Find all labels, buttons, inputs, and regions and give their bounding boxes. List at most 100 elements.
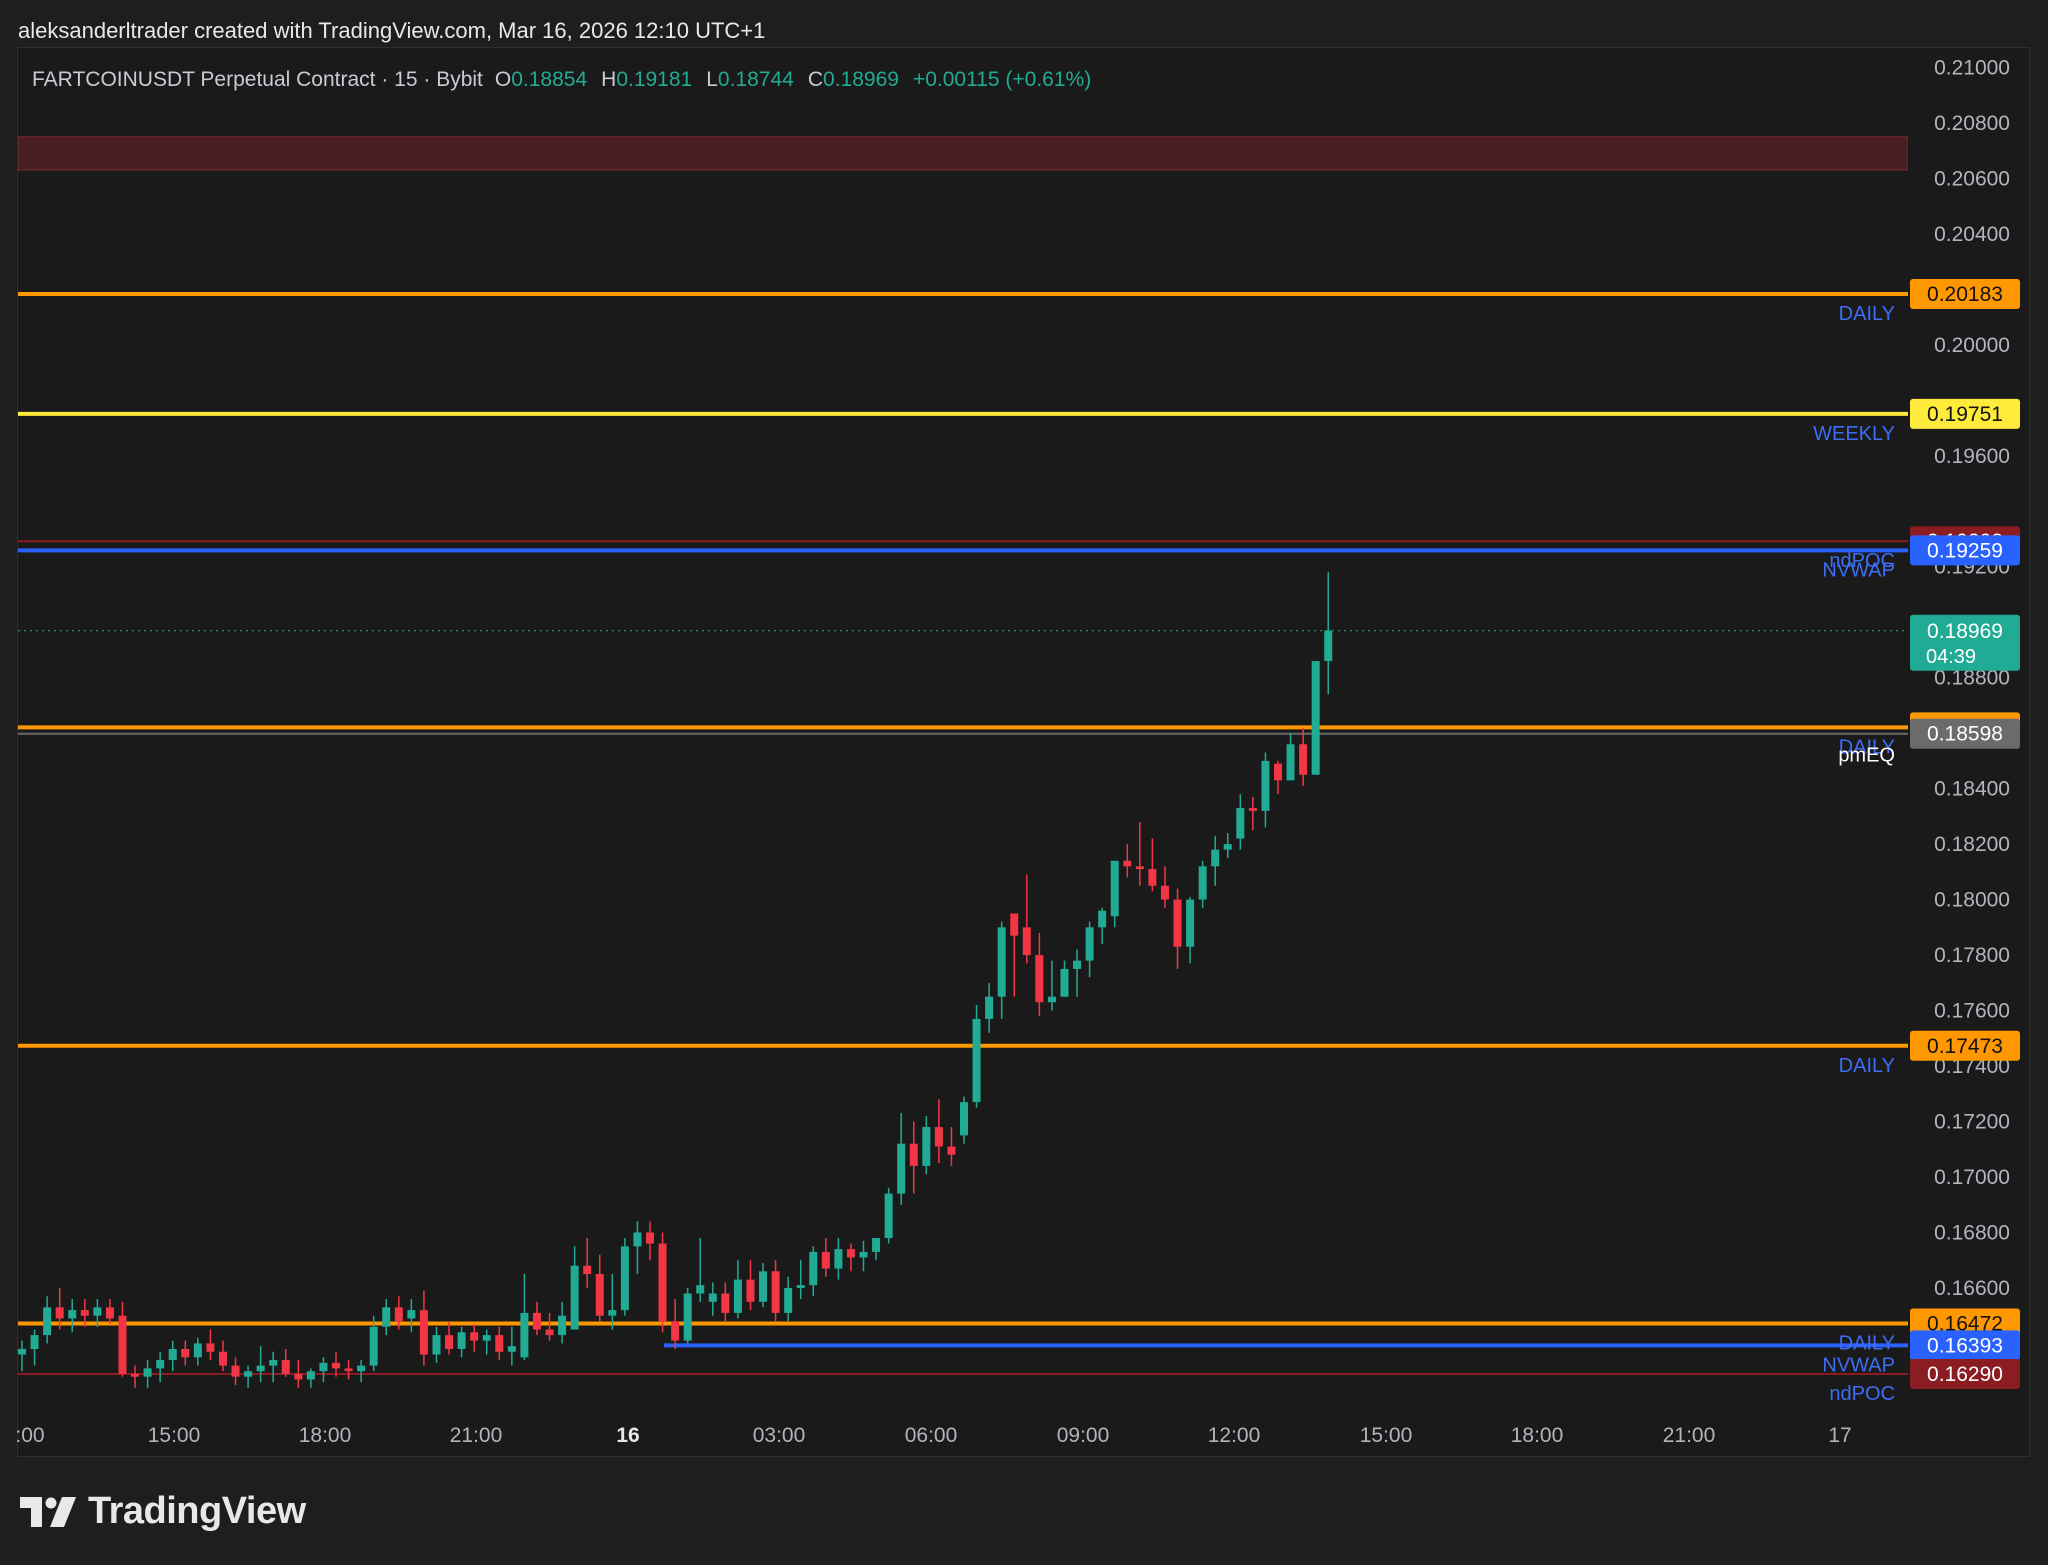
x-axis-tick: 18:00 [299, 1424, 352, 1447]
candle-body [1110, 860, 1119, 917]
candle-body [419, 1310, 428, 1355]
candle-body [884, 1193, 893, 1239]
candle-body [532, 1312, 541, 1330]
x-axis-tick: 06:00 [905, 1424, 958, 1447]
x-axis-tick: 16 [616, 1424, 639, 1447]
candle-body [1211, 849, 1220, 867]
y-axis-tick: 0.18800 [1934, 667, 2010, 690]
price-badge-bg [1910, 1030, 2020, 1061]
candle-body [809, 1251, 818, 1286]
candle-body [1060, 968, 1069, 997]
candle-body [658, 1243, 667, 1322]
candle-body [105, 1307, 114, 1319]
candle-body [332, 1362, 340, 1369]
tradingview-brand[interactable]: TradingView [20, 1490, 306, 1533]
candle-body [357, 1365, 366, 1372]
price-badge: 0.18598 [1927, 723, 2003, 746]
y-axis-tick: 0.20400 [1934, 223, 2010, 246]
candle-body [570, 1265, 579, 1330]
candle-body [344, 1368, 353, 1372]
x-axis-tick: :00 [15, 1424, 44, 1447]
price-badge: 0.16393 [1927, 1334, 2003, 1357]
candle-body [118, 1315, 127, 1374]
candle-body [696, 1285, 705, 1294]
candle-body [922, 1127, 931, 1166]
candle-body [1286, 744, 1295, 781]
price-badge: 0.19751 [1927, 403, 2003, 426]
candle-body [168, 1348, 177, 1361]
candle-body [369, 1326, 378, 1366]
candle-body [482, 1335, 491, 1341]
candle-body [432, 1335, 441, 1355]
candle-body [80, 1310, 89, 1316]
price-badge-bg [1910, 279, 2020, 310]
price-badge: 0.20183 [1927, 283, 2003, 306]
candle-body [1010, 913, 1019, 936]
candle-body [269, 1360, 278, 1366]
candle-body [859, 1251, 868, 1258]
candle-body [1085, 927, 1094, 961]
candle-body [545, 1329, 554, 1336]
candle-body [43, 1307, 52, 1336]
candle-body [281, 1360, 290, 1374]
x-axis-tick: 17 [1828, 1424, 1851, 1447]
y-axis-tick: 0.16800 [1934, 1221, 2010, 1244]
high-label: H [601, 68, 617, 91]
high-value: 0.19181 [616, 68, 693, 91]
symbol-legend: FARTCOINUSDT Perpetual Contract · 15 · B… [32, 68, 1091, 92]
candle-body [457, 1332, 466, 1349]
y-axis-tick: 0.18000 [1934, 889, 2010, 912]
candle-body [1148, 869, 1157, 886]
candle-body [143, 1368, 152, 1377]
candle-body [520, 1312, 529, 1358]
y-axis-tick: 0.20000 [1934, 334, 2010, 357]
candle-body [721, 1293, 730, 1313]
candle-countdown: 04:39 [1926, 646, 1976, 668]
candle-body [1299, 744, 1308, 775]
y-axis-tick: 0.17800 [1934, 944, 2010, 967]
candle-body [156, 1360, 165, 1369]
candle-body [595, 1274, 604, 1316]
current-price-badge-bg [1910, 614, 2020, 671]
candle-body [1324, 630, 1333, 662]
candle-body [382, 1307, 391, 1327]
price-badge: 0.19259 [1927, 539, 2003, 562]
candle-body [394, 1307, 403, 1322]
candle-body [821, 1251, 830, 1269]
candle-body [507, 1346, 516, 1352]
level-tag: DAILY [1839, 1055, 1895, 1077]
level-tag: DAILY [1839, 1332, 1895, 1354]
y-axis-tick: 0.16600 [1934, 1277, 2010, 1300]
candle-body [947, 1146, 956, 1155]
y-axis-tick: 0.20800 [1934, 112, 2010, 135]
candle-body [294, 1373, 303, 1380]
y-axis-tick: 0.18200 [1934, 833, 2010, 856]
tradingview-logo-icon [20, 1496, 76, 1527]
candle-body [985, 996, 994, 1019]
candle-body [206, 1343, 215, 1352]
candle-body [608, 1310, 617, 1316]
price-chart[interactable]: DAILYWEEKLYndPOCNVWAPDAILYpmEQDAILYDAILY… [0, 0, 2048, 1480]
candle-body [646, 1232, 654, 1244]
candle-body [445, 1335, 454, 1349]
tradingview-wordmark: TradingView [88, 1490, 306, 1532]
y-axis-tick: 0.19600 [1934, 445, 2010, 468]
chart-pane[interactable] [17, 47, 2030, 1457]
candle-body [746, 1279, 755, 1302]
current-price-badge: 0.18969 [1927, 620, 2003, 643]
level-tag: ndPOC [1829, 550, 1895, 572]
candle-body [306, 1371, 315, 1380]
candle-body [784, 1287, 793, 1313]
candle-body [1198, 866, 1207, 900]
close-label: C [807, 68, 824, 91]
change-value: +0.00115 (+0.61%) [912, 68, 1092, 91]
candle-body [583, 1265, 592, 1275]
candle-body [708, 1293, 717, 1302]
price-badge-bg [1910, 1330, 2020, 1361]
y-axis-tick: 0.17600 [1934, 1000, 2010, 1023]
candle-body [470, 1332, 479, 1341]
price-badge-bg [1910, 1358, 2020, 1389]
candle-body [319, 1362, 328, 1372]
candle-body [997, 927, 1006, 997]
x-axis-tick: 21:00 [1663, 1424, 1716, 1447]
